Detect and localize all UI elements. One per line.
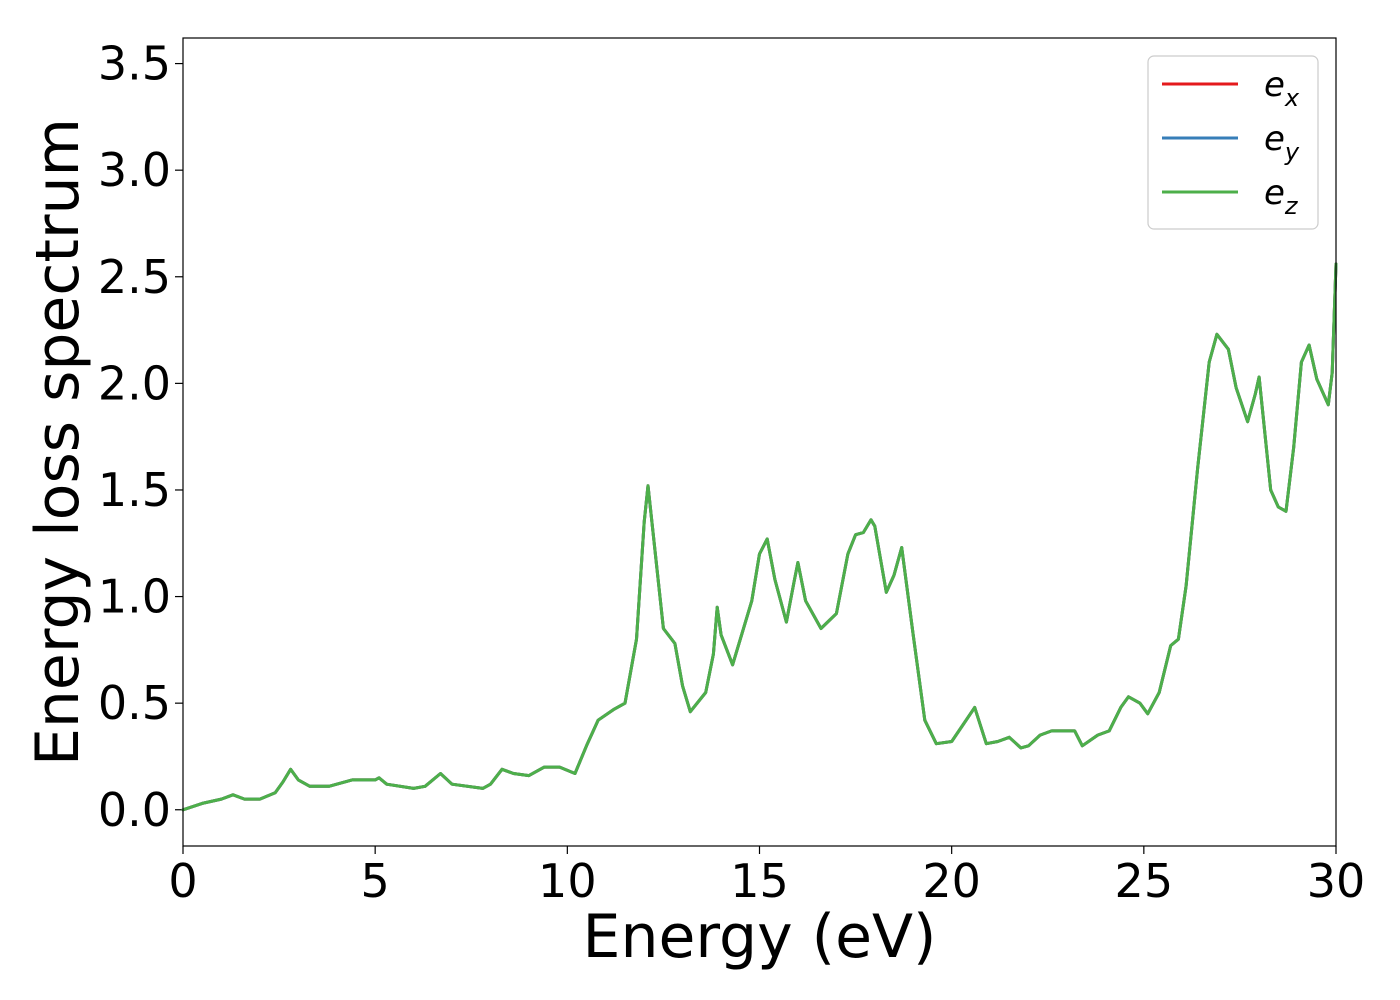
y-axis-title: Energy loss spectrum [23,118,93,766]
y-axis-ticks: 0.0 0.5 1.0 1.5 2.0 2.5 3.0 3.5 [98,37,183,837]
x-axis-ticks: 0 5 10 15 20 25 30 [168,846,1365,908]
legend-label-e-z: ez [1264,173,1299,220]
y-tick-label: 0.5 [98,676,171,730]
x-axis-title: Energy (eV) [583,902,937,972]
x-tick-label: 30 [1307,854,1366,908]
legend: ex ey ez [1147,55,1319,230]
y-tick-label: 0.0 [98,783,171,837]
y-tick-label: 3.5 [98,37,171,91]
y-tick-label: 1.5 [98,463,171,517]
x-tick-label: 15 [730,854,789,908]
legend-label-e-x: ex [1264,65,1300,112]
y-tick-label: 1.0 [98,570,171,624]
y-tick-label: 2.0 [98,356,171,410]
x-tick-label: 0 [168,854,197,908]
x-tick-label: 10 [538,854,597,908]
x-tick-label: 20 [922,854,981,908]
legend-box [1147,55,1319,230]
y-tick-label: 2.5 [98,250,171,304]
y-tick-label: 3.0 [98,143,171,197]
series-line-e-z [181,262,1338,812]
x-tick-label: 25 [1115,854,1174,908]
legend-label-e-y: ey [1264,119,1300,166]
plot-background [183,38,1336,846]
x-tick-label: 5 [361,854,390,908]
series-lines [181,262,1338,812]
plot-frame [182,37,1337,847]
